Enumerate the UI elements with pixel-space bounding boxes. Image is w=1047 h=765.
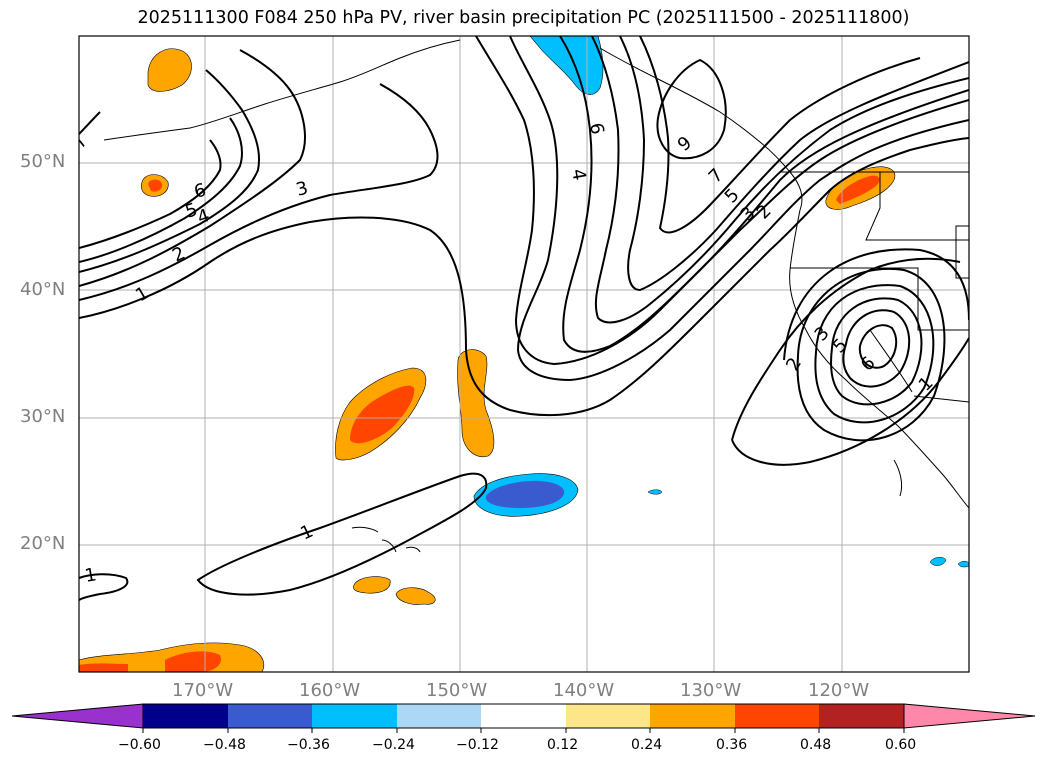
precip-strong-sw: [79, 651, 221, 672]
precip-shading: [79, 36, 969, 672]
lon-label-170w: 170°W: [172, 680, 234, 701]
pv-label-trough-4: 4: [567, 167, 590, 182]
map-panel: [79, 36, 969, 672]
precip-positive-hawaii-islands2: [395, 587, 436, 605]
colorbar-tick-label: −0.48: [203, 737, 246, 753]
colorbar-extend-low: [11, 703, 144, 729]
lon-label-140w: 140°W: [553, 680, 615, 701]
colorbar-extend-high: [903, 703, 1036, 729]
precip-negative-small-3: [957, 561, 969, 568]
map-frame: [78, 35, 970, 673]
colorbar-cell-7: [650, 704, 735, 728]
precip-strong-ne: [836, 175, 880, 204]
lon-label-150w: 150°W: [426, 680, 488, 701]
colorbar-cell-2: [228, 704, 312, 728]
colorbar-tick-label: −0.60: [118, 737, 161, 753]
precip-negative-small-2: [929, 557, 947, 566]
colorbar-cell-6: [566, 704, 650, 728]
colorbar-cell-4: [397, 704, 481, 728]
lat-label-20n: 20°N: [20, 533, 66, 554]
colorbar-tick-label: −0.36: [287, 737, 330, 753]
precip-positive-hawaii-n: [457, 349, 495, 458]
colorbar-tick-label: 0.48: [800, 737, 832, 753]
lat-label-30n: 30°N: [20, 406, 66, 427]
lat-label-40n: 40°N: [20, 279, 66, 300]
lon-label-130w: 130°W: [680, 680, 742, 701]
pv-label-edge-1: 1: [83, 564, 98, 587]
colorbar-cell-8: [735, 704, 819, 728]
colorbar-cell-5: [481, 704, 566, 728]
colorbar-cell-9: [819, 704, 904, 728]
precip-strong-negative-hawaii-e: [485, 480, 565, 508]
lon-label-160w: 160°W: [299, 680, 361, 701]
precip-strong-central: [350, 385, 415, 444]
map-title: 2025111300 F084 250 hPa PV, river basin …: [137, 8, 910, 28]
precip-negative-north: [529, 36, 604, 95]
graticule: [79, 36, 969, 672]
colorbar-tick-label: −0.24: [372, 737, 415, 753]
precip-strong-small: [148, 179, 163, 192]
colorbar-cell-1: [143, 704, 228, 728]
pv-contours: [79, 36, 969, 601]
pv-label-trough-6: 6: [585, 121, 608, 136]
lon-label-120w: 120°W: [808, 680, 870, 701]
colorbar: [11, 703, 1036, 733]
precip-positive-nw: [147, 48, 192, 92]
precip-negative-small-1: [647, 489, 663, 495]
colorbar-tick-label: 0.60: [885, 737, 917, 753]
colorbar-tick-label: −0.12: [456, 737, 499, 753]
colorbar-border: [142, 703, 905, 729]
colorbar-tick-label: 0.24: [631, 737, 663, 753]
colorbar-tick-label: 0.36: [716, 737, 748, 753]
lat-label-50n: 50°N: [20, 151, 66, 172]
pv-label-west-3: 3: [294, 178, 310, 201]
colorbar-cell-3: [312, 704, 397, 728]
precip-positive-hawaii-islands1: [353, 576, 391, 594]
pv-label-west-6: 6: [192, 180, 208, 203]
colorbar-tick-label: 0.12: [547, 737, 579, 753]
